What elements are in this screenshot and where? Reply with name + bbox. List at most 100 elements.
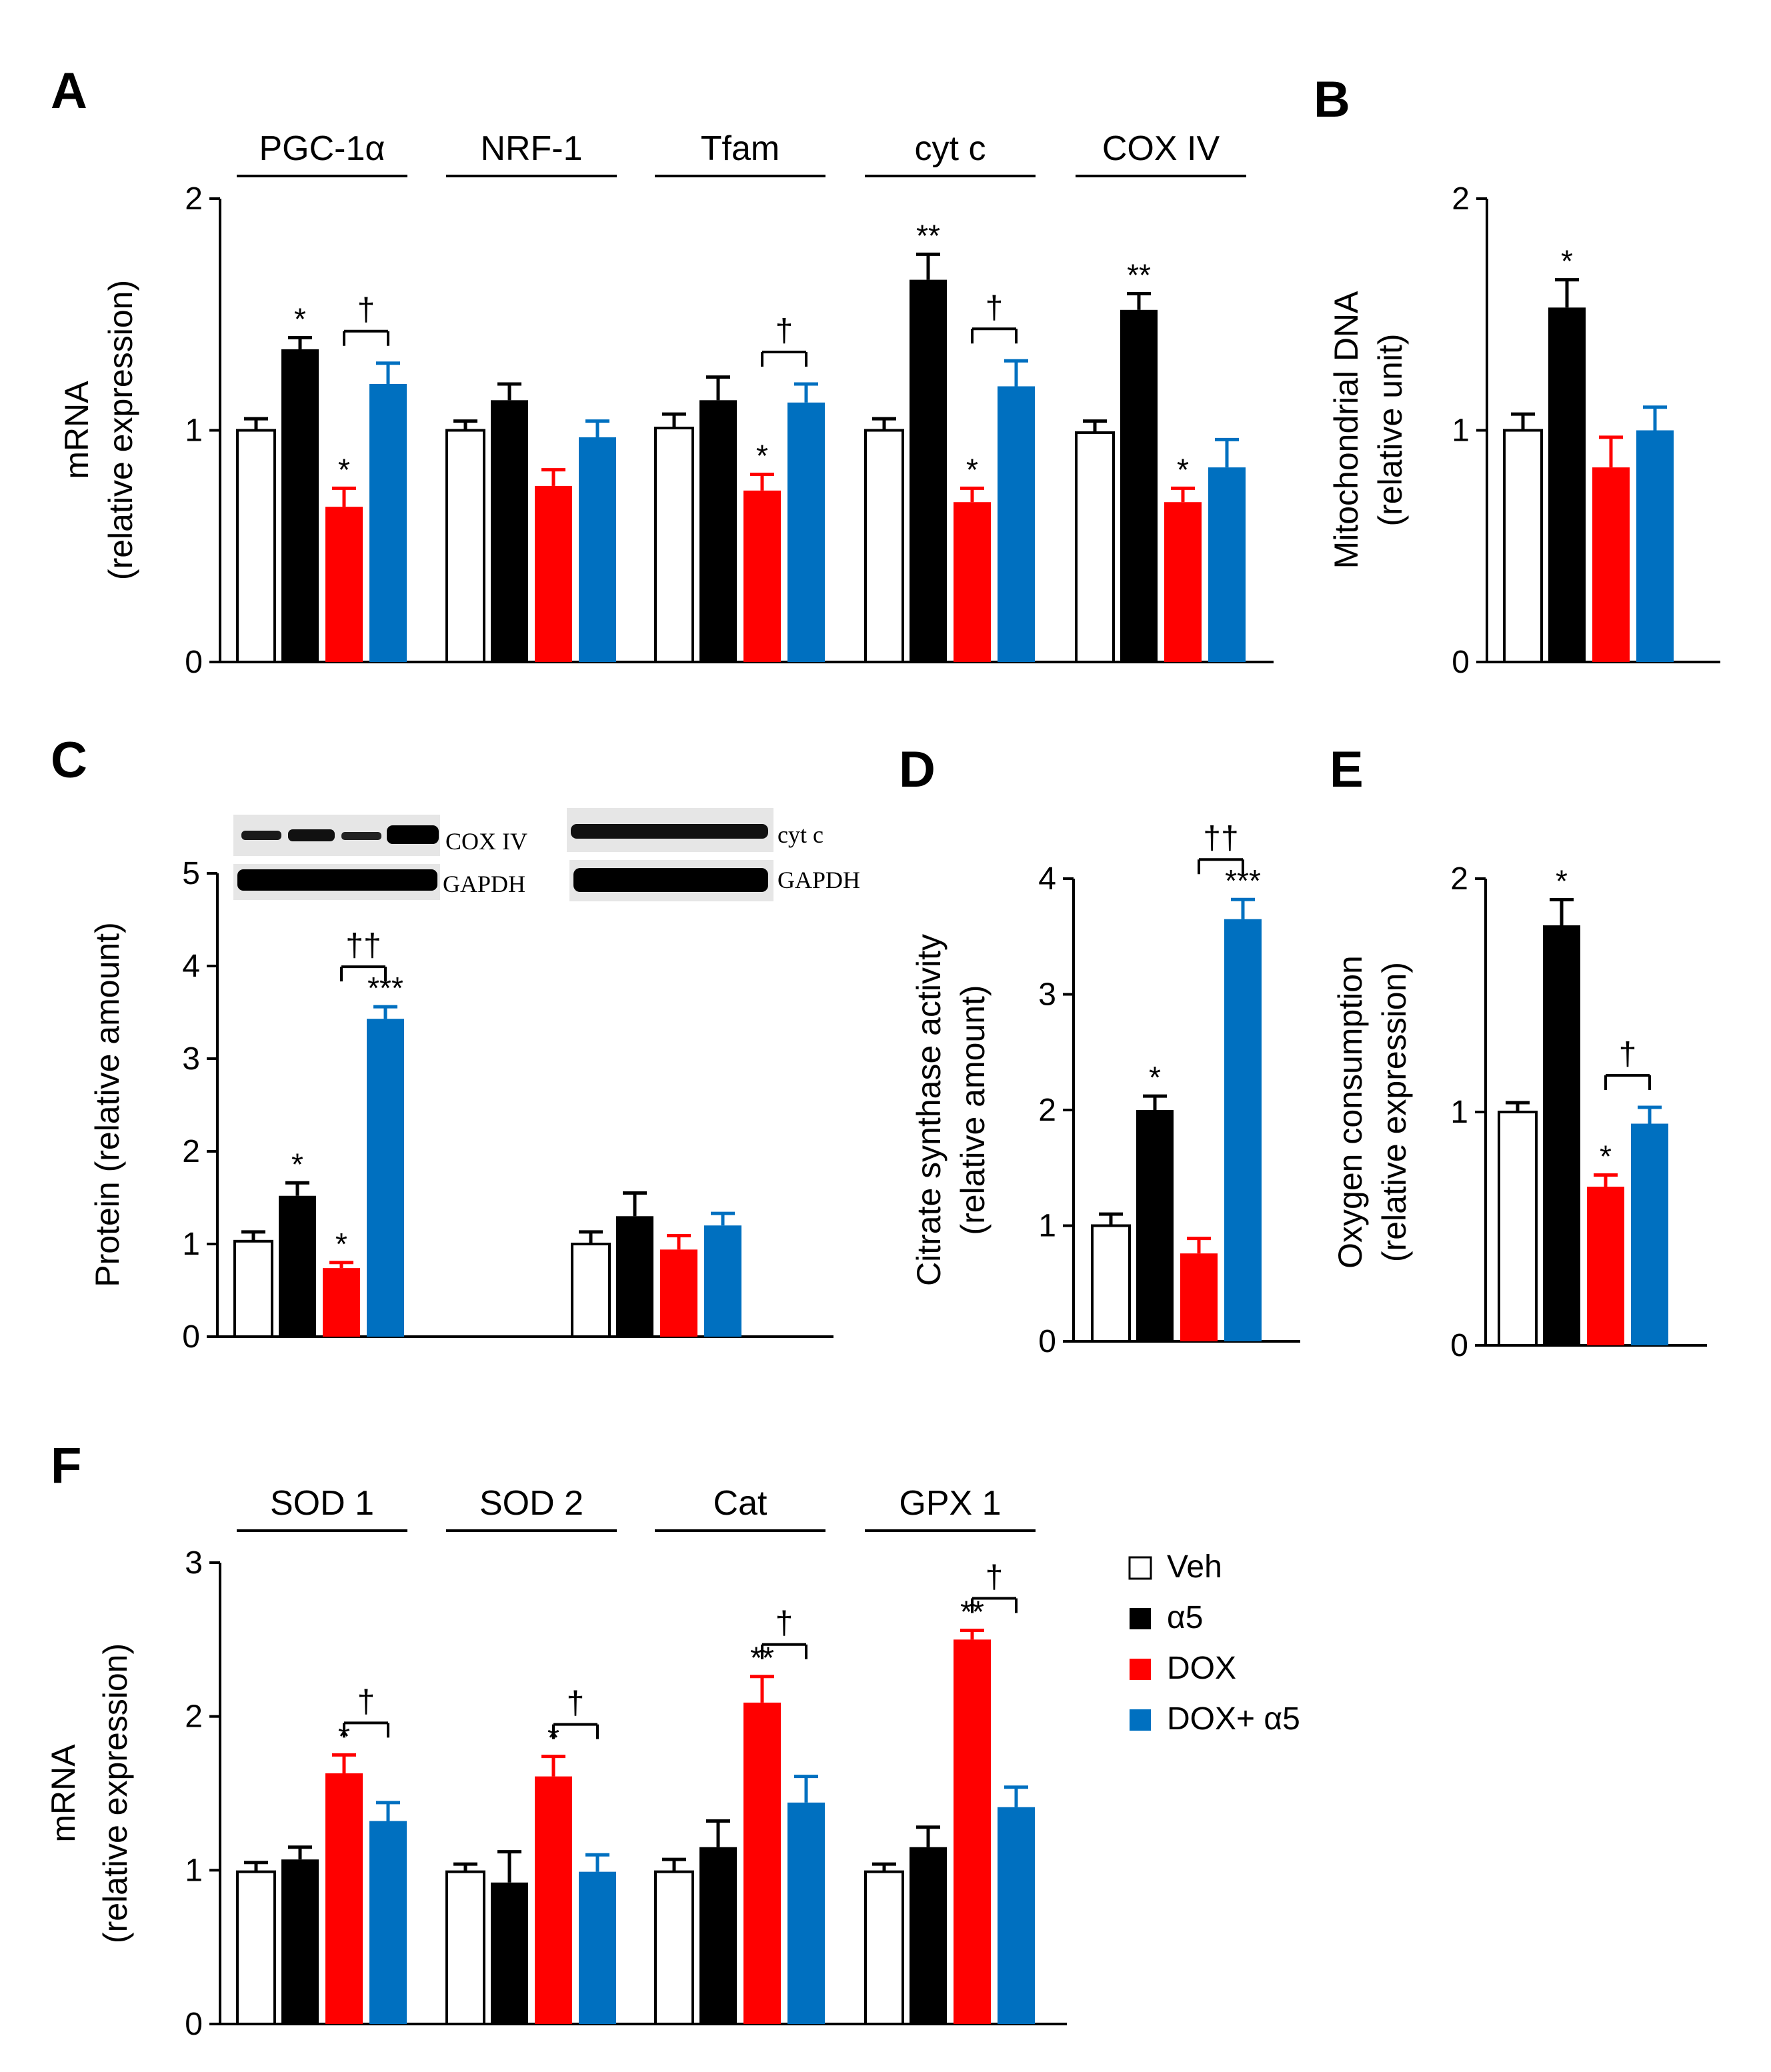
panel-e-bar bbox=[1498, 1111, 1538, 1347]
panel-b-significance-mark: * bbox=[1561, 244, 1573, 279]
panel-e-y-tick-label: 1 bbox=[1450, 1095, 1468, 1130]
blot-right-loading-label: GAPDH bbox=[777, 867, 860, 893]
panel-e-y-axis-label: Oxygen consumption bbox=[1332, 955, 1369, 1269]
panel-d-y-tick-label: 1 bbox=[1038, 1209, 1056, 1244]
panel-f-bar bbox=[787, 1802, 825, 2024]
panel-c-significance-mark: * bbox=[291, 1147, 303, 1181]
blot-left-gapdh-band bbox=[237, 869, 437, 891]
panel-f-bar bbox=[654, 1870, 694, 2025]
panel-b-y-axis-label: Mitochondrial DNA bbox=[1328, 291, 1365, 569]
panel-b-bar bbox=[1592, 467, 1630, 662]
blot-left-band-3 bbox=[341, 832, 381, 840]
blot-left-band-2 bbox=[288, 829, 335, 841]
panel-f-bracket-mark: † bbox=[567, 1686, 585, 1721]
panel-f-bar bbox=[743, 1702, 781, 2024]
panel-f-bracket bbox=[971, 1597, 1018, 1613]
panel-e-significance-mark: * bbox=[1556, 864, 1568, 899]
western-blot-right: cyt c GAPDH bbox=[567, 808, 860, 901]
panel-c-bar bbox=[571, 1243, 611, 1338]
blot-right-band bbox=[571, 824, 768, 839]
panel-a-significance-mark: * bbox=[966, 452, 978, 487]
panel-a-significance-mark: ** bbox=[1127, 257, 1151, 292]
panel-f-bar bbox=[535, 1776, 572, 2024]
panel-f-bar bbox=[236, 1870, 276, 2025]
panel-d-bar bbox=[1091, 1224, 1131, 1343]
panel-f-bracket bbox=[761, 1643, 807, 1659]
panel-c-bar bbox=[367, 1019, 404, 1337]
panel-a-bar bbox=[998, 386, 1035, 662]
panel-f-bar bbox=[998, 1807, 1035, 2024]
panel-c-y-tick-label: 5 bbox=[182, 856, 200, 891]
panel-c-bar bbox=[233, 1239, 273, 1338]
panel-d-y-tick-label: 3 bbox=[1038, 977, 1056, 1013]
legend-label-dox: DOX bbox=[1167, 1651, 1236, 1686]
panel-c-bar bbox=[279, 1195, 316, 1337]
panel-a-bar bbox=[325, 507, 363, 662]
legend-label-veh: Veh bbox=[1167, 1549, 1222, 1585]
panel-f-group-label: SOD 1 bbox=[270, 1484, 374, 1523]
panel-a-bar bbox=[864, 429, 904, 663]
panel-a-significance-mark: * bbox=[756, 439, 768, 473]
panel-a-bar bbox=[535, 485, 572, 662]
panel-f-bar bbox=[910, 1847, 947, 2024]
panel-d-significance-mark: * bbox=[1149, 1060, 1161, 1095]
panel-f-bar bbox=[369, 1821, 407, 2024]
panel-c-bracket bbox=[340, 965, 387, 982]
panel-d-y-axis-label: Citrate synthase activity bbox=[910, 934, 948, 1286]
panel-f-group-label: Cat bbox=[713, 1484, 767, 1523]
blot-left-protein-label: COX IV bbox=[445, 828, 527, 855]
panel-a-bar bbox=[579, 437, 616, 662]
western-blot-left: COX IV GAPDH bbox=[233, 815, 527, 900]
panel-f-y-tick-label: 0 bbox=[185, 2007, 203, 2042]
panel-c-bar bbox=[616, 1216, 653, 1337]
panel-f-bar bbox=[281, 1859, 319, 2024]
panel-a-significance-mark: * bbox=[338, 452, 350, 487]
legend: Veh α5 DOX DOX+ α5 bbox=[1128, 1549, 1300, 1737]
panel-f-bar bbox=[864, 1870, 904, 2025]
panel-b-y-tick-label: 1 bbox=[1452, 413, 1470, 449]
panel-d-bar bbox=[1136, 1110, 1174, 1341]
panel-a-bracket bbox=[761, 351, 807, 367]
panel-a-significance-mark: * bbox=[1177, 452, 1189, 487]
panel-c-bar bbox=[323, 1268, 360, 1337]
panel-e-chart: 0 1 2 Oxygen consumption (relative expressio… bbox=[1332, 861, 1707, 1363]
panel-e-bracket bbox=[1604, 1074, 1651, 1090]
panel-e-y-tick-label: 0 bbox=[1450, 1328, 1468, 1363]
panel-f-y-tick-label: 3 bbox=[185, 1545, 203, 1581]
blot-right-protein-label: cyt c bbox=[777, 821, 823, 848]
panel-letter-e: E bbox=[1330, 741, 1364, 798]
panel-a-y-tick-label: 2 bbox=[185, 181, 203, 217]
blot-left-band-1 bbox=[241, 831, 281, 840]
panel-letter-d: D bbox=[899, 741, 936, 798]
panel-f-bar bbox=[491, 1882, 528, 2024]
panel-d-chart: 0 1 2 3 4 Citrate synthase activity (relative … bbox=[910, 821, 1300, 1359]
panel-e-bar bbox=[1587, 1187, 1624, 1345]
panel-a-bracket-mark: † bbox=[357, 293, 375, 328]
panel-d-y-tick-label: 4 bbox=[1038, 861, 1056, 897]
panel-f-bracket-mark: † bbox=[357, 1684, 375, 1719]
panel-a-bar bbox=[954, 502, 991, 662]
panel-f-y-tick-label: 1 bbox=[185, 1853, 203, 1888]
panel-c-significance-mark: * bbox=[335, 1227, 347, 1261]
panel-f-bar bbox=[954, 1639, 991, 2024]
panel-c-y-tick-label: 1 bbox=[182, 1227, 200, 1262]
panel-a-bar bbox=[1120, 309, 1158, 662]
panel-letter-a: A bbox=[51, 63, 87, 119]
panel-b-bar bbox=[1503, 429, 1543, 663]
panel-f-bracket-mark: † bbox=[986, 1559, 1004, 1595]
panel-c-bar bbox=[660, 1249, 697, 1337]
panel-e-bar bbox=[1543, 925, 1580, 1345]
panel-d-bracket bbox=[1198, 858, 1244, 875]
panel-a-bar bbox=[491, 400, 528, 662]
panel-letter-c: C bbox=[51, 732, 87, 789]
panel-a-bar bbox=[1208, 467, 1246, 662]
panel-a-group-label: NRF-1 bbox=[480, 129, 582, 168]
panel-a-bar bbox=[654, 427, 694, 664]
panel-c-bracket-mark: †† bbox=[345, 928, 381, 963]
panel-f-bracket-mark: † bbox=[775, 1606, 793, 1641]
legend-swatch-veh bbox=[1128, 1556, 1152, 1580]
